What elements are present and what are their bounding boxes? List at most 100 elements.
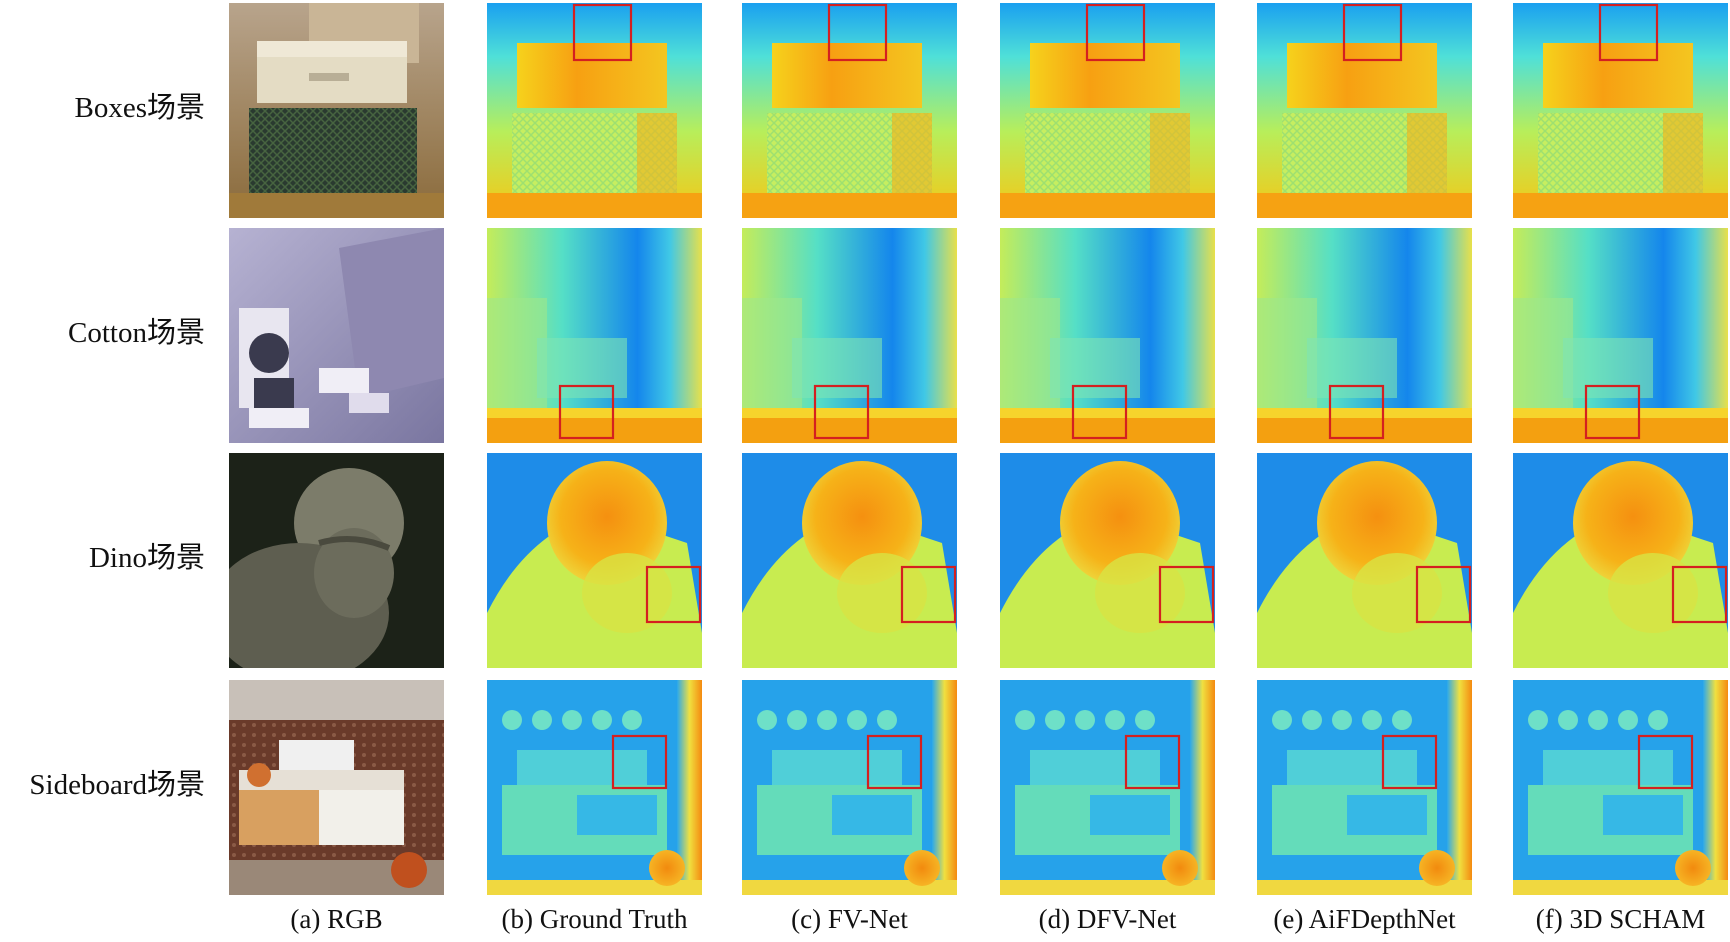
- shape: [577, 795, 657, 835]
- highlight-box: [611, 734, 668, 790]
- shape: [1528, 710, 1668, 730]
- depth-map: [1513, 680, 1728, 895]
- shape: [1352, 553, 1442, 633]
- shape: [1513, 880, 1728, 895]
- shape: [318, 536, 391, 551]
- depth-map: [1000, 680, 1215, 895]
- shape: [1543, 750, 1673, 785]
- column-label: (a) RGB: [290, 904, 382, 934]
- highlight-box: [1124, 734, 1181, 790]
- shape: [502, 710, 522, 730]
- depth-map: [1257, 228, 1472, 443]
- shape: [1060, 461, 1180, 585]
- shape: [1000, 880, 1215, 895]
- highlight-box: [1328, 384, 1385, 440]
- row-label: Dino场景: [89, 542, 205, 574]
- shape: [1392, 710, 1412, 730]
- shape: [1513, 408, 1728, 418]
- column-label: (e) AiFDepthNet: [1273, 904, 1456, 934]
- highlight-box: [1342, 3, 1403, 62]
- shape: [391, 852, 427, 888]
- depth-map: [1513, 453, 1728, 668]
- shape: [802, 461, 922, 585]
- shape: [1287, 43, 1437, 108]
- depth-map: [1257, 453, 1472, 668]
- shape: [239, 770, 404, 790]
- column-label: (d) DFV-Net: [1039, 904, 1177, 934]
- highlight-box: [1071, 384, 1128, 440]
- highlight-box: [813, 384, 870, 440]
- shape: [772, 43, 922, 108]
- shape: [314, 528, 394, 618]
- shape: [1663, 113, 1703, 193]
- shape: [1332, 710, 1352, 730]
- shape: [339, 228, 444, 398]
- depth-map: [1000, 228, 1215, 443]
- shape: [319, 790, 404, 845]
- shape: [787, 710, 807, 730]
- depth-map: [742, 3, 957, 218]
- highlight-box: [1671, 565, 1728, 624]
- shape: [1513, 193, 1728, 218]
- shape: [1558, 710, 1578, 730]
- shape: [349, 393, 389, 413]
- shape: [1608, 553, 1698, 633]
- row-label: Boxes场景: [74, 92, 205, 124]
- depth-map: [742, 453, 957, 668]
- highlight-box: [1415, 565, 1472, 624]
- shape: [742, 408, 957, 418]
- shape: [757, 710, 897, 730]
- shape: [817, 710, 837, 730]
- shape: [1105, 710, 1125, 730]
- depth-map: [1513, 3, 1728, 218]
- rgb-image: [229, 228, 444, 443]
- highlight-box: [900, 565, 957, 624]
- depth-map: [1513, 228, 1728, 443]
- shape: [532, 710, 552, 730]
- highlight-box: [1381, 734, 1438, 790]
- shape: [1347, 795, 1427, 835]
- shape: [1513, 418, 1728, 443]
- shape: [517, 43, 667, 108]
- shape: [1317, 461, 1437, 585]
- depth-map: [1000, 3, 1215, 218]
- depth-map: [742, 680, 957, 895]
- shape: [742, 418, 957, 443]
- shape: [1045, 710, 1065, 730]
- shape: [649, 850, 685, 886]
- shape: [249, 108, 417, 193]
- depth-map: [487, 680, 702, 895]
- highlight-box: [1085, 3, 1146, 62]
- shape: [1030, 43, 1180, 108]
- shape: [1362, 710, 1382, 730]
- shape: [562, 710, 582, 730]
- depth-map: [1257, 680, 1472, 895]
- depth-map: [487, 3, 702, 218]
- depth-map: [742, 228, 957, 443]
- shape: [772, 750, 902, 785]
- shape: [1162, 850, 1198, 886]
- column-label: (b) Ground Truth: [501, 904, 688, 934]
- shape: [1272, 710, 1412, 730]
- shape: [837, 553, 927, 633]
- shape: [1407, 113, 1447, 193]
- shape: [1135, 710, 1155, 730]
- highlight-box: [645, 565, 702, 624]
- shape: [257, 41, 407, 57]
- shape: [309, 73, 349, 81]
- rgb-image: [229, 3, 444, 218]
- highlight-box: [1637, 734, 1694, 790]
- shape: [1603, 795, 1683, 835]
- shape: [1543, 43, 1693, 108]
- shape: [582, 553, 672, 633]
- shape: [1150, 113, 1190, 193]
- shape: [249, 408, 309, 428]
- shape: [742, 193, 957, 218]
- rgb-image: [229, 453, 444, 668]
- shape: [1287, 750, 1417, 785]
- shape: [502, 710, 642, 730]
- highlight-box: [1598, 3, 1659, 62]
- shape: [904, 850, 940, 886]
- shape: [1257, 880, 1472, 895]
